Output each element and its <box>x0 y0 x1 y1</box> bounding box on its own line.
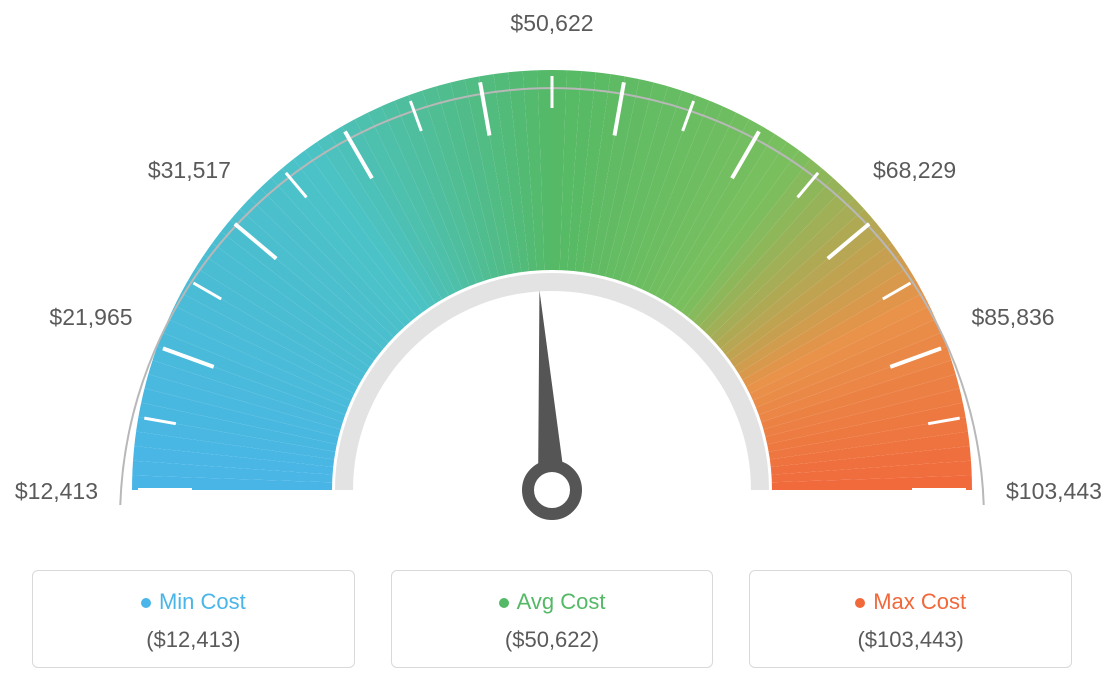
legend-label-max: Max Cost <box>873 589 966 614</box>
cost-gauge: $12,413 $21,965 $31,517 $50,622 $68,229 $85,8… <box>0 0 1104 540</box>
legend-card-max: Max Cost ($103,443) <box>749 570 1072 668</box>
legend-label-avg: Avg Cost <box>517 589 606 614</box>
legend-title-min: Min Cost <box>43 589 344 615</box>
legend-value-min: ($12,413) <box>43 627 344 653</box>
legend-card-avg: Avg Cost ($50,622) <box>391 570 714 668</box>
gauge-tick-label: $68,229 <box>873 157 956 184</box>
legend-title-max: Max Cost <box>760 589 1061 615</box>
gauge-tick-label: $85,836 <box>971 304 1054 331</box>
gauge-tick-label: $31,517 <box>131 157 231 184</box>
legend-value-avg: ($50,622) <box>402 627 703 653</box>
gauge-tick-label: $103,443 <box>1006 478 1102 505</box>
legend-label-min: Min Cost <box>159 589 246 614</box>
legend-card-min: Min Cost ($12,413) <box>32 570 355 668</box>
dot-icon <box>141 598 151 608</box>
legend-value-max: ($103,443) <box>760 627 1061 653</box>
dot-icon <box>499 598 509 608</box>
legend-title-avg: Avg Cost <box>402 589 703 615</box>
dot-icon <box>855 598 865 608</box>
gauge-tick-label: $50,622 <box>502 10 602 37</box>
gauge-tick-label: $21,965 <box>33 304 133 331</box>
gauge-svg <box>0 0 1104 540</box>
gauge-tick-label: $12,413 <box>0 478 98 505</box>
legend-row: Min Cost ($12,413) Avg Cost ($50,622) Ma… <box>32 570 1072 668</box>
